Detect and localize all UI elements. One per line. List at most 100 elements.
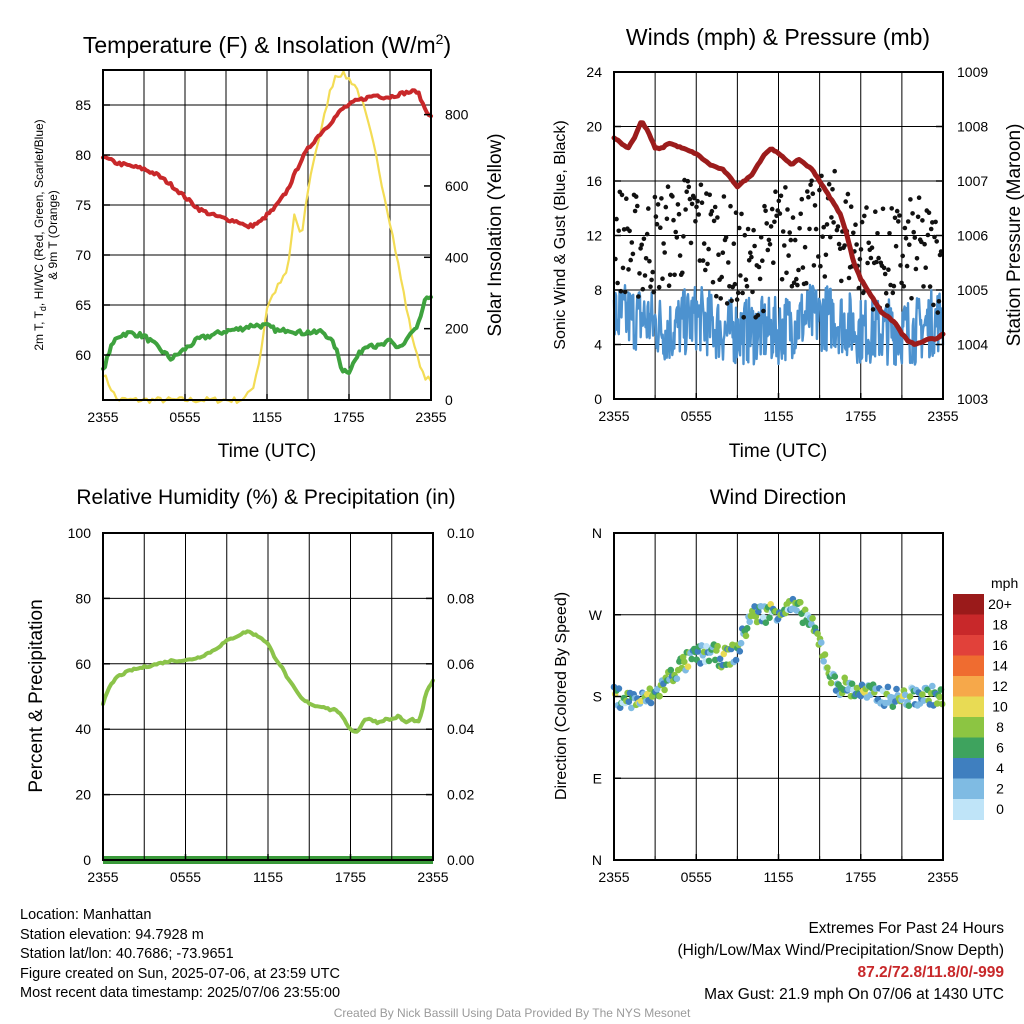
x-tick-label: 2355 [415,409,446,425]
extremes-title: Extremes For Past 24 Hours [808,920,1004,937]
gust-point [732,281,738,287]
gust-point [750,289,755,295]
gust-point [762,203,767,209]
gust-point [633,194,639,199]
x-tick-label: 2355 [927,408,958,424]
legend-swatch [953,614,984,636]
gust-point [751,227,756,233]
direction-point [906,693,914,700]
x-tick-label: 0555 [169,409,200,425]
legend-swatch [953,717,984,738]
insolation-y-ticks: 0 200 400 600 800 [424,107,469,408]
direction-point [673,675,681,682]
legend-swatch [953,594,984,615]
gust-point [859,219,865,225]
direction-point [845,685,852,693]
direction-point [661,686,668,694]
y-tick-label: 75 [75,197,91,213]
gust-point [734,297,740,302]
x-tick-label: 1155 [763,408,793,424]
direction-point [760,614,767,621]
direction-point [751,603,758,610]
gust-point [746,258,752,263]
dewpoint-line [101,295,433,376]
direction-point [628,704,635,712]
gust-point [752,243,757,249]
gust-point [819,173,824,179]
gust-point [642,273,648,278]
extremes-values: 87.2/72.8/11.8/0/-999 [857,964,1004,981]
gust-point [862,213,867,219]
y2-tick-label: 0.06 [447,656,474,672]
y-tick-label: S [593,689,602,705]
gust-point [760,258,765,264]
legend-label: 16 [992,637,1008,653]
gust-point [890,290,896,296]
gust-point [740,290,745,296]
gust-point [876,255,881,261]
latlon-text: Station lat/lon: 40.7686; -73.9651 [20,946,234,962]
direction-point [688,655,695,663]
humidity-gridlines [103,532,433,861]
gust-point [615,280,620,286]
gust-point [809,178,814,184]
x-tick-label: 2355 [927,869,958,885]
gust-point [749,254,754,260]
gust-point [912,235,918,240]
gust-point [803,280,809,286]
x-tick-label: 0555 [681,408,712,424]
gust-point [802,244,808,250]
gust-point [864,205,869,210]
gust-point [812,203,818,208]
gust-point [780,229,786,234]
gust-point [773,189,778,194]
gust-point [933,219,938,225]
gust-point [683,207,688,212]
direction-point [732,656,740,664]
legend-swatch [953,696,984,718]
pressure-y-ticks: 1003 1004 1005 1006 1007 1008 1009 [936,64,988,407]
gust-point [932,234,937,240]
gust-point [693,219,698,224]
y-tick-label: 85 [75,97,91,113]
gust-point [919,239,924,245]
y-tick-label: 0 [83,852,91,868]
created-text: Figure created on Sun, 2025-07-06, at 23… [20,965,340,982]
gust-point [659,196,664,201]
gust-point [706,246,711,252]
gust-point [673,229,678,235]
gust-point [921,284,926,289]
gust-point [700,258,706,263]
winds-title: Winds (mph) & Pressure (mb) [626,24,930,50]
gust-point [935,310,941,315]
legend-swatch [953,778,984,800]
direction-point [814,630,821,637]
gust-point [664,216,670,222]
gust-point [757,276,763,282]
direction-point [720,650,728,658]
y2-tick-label: 1003 [957,391,988,407]
gust-point [790,215,796,220]
direction-point [736,648,744,655]
direction-point [742,632,750,640]
gust-point [836,241,842,247]
direction-point [884,683,892,691]
gust-point [687,196,693,202]
gust-point [902,225,908,231]
direction-point [705,657,713,665]
gust-point [638,246,643,251]
direction-point [737,639,745,647]
gust-point [800,265,806,270]
gust-point [765,247,771,253]
direction-point [893,685,900,693]
gust-point [654,221,660,227]
gust-point [811,263,817,268]
direction-point [933,700,941,707]
gust-point [767,242,773,247]
gust-point [644,231,650,237]
direction-point [824,664,831,671]
y-tick-label: 16 [586,173,602,189]
gust-point [758,234,764,240]
gust-point [875,231,880,236]
gust-point [928,226,934,232]
